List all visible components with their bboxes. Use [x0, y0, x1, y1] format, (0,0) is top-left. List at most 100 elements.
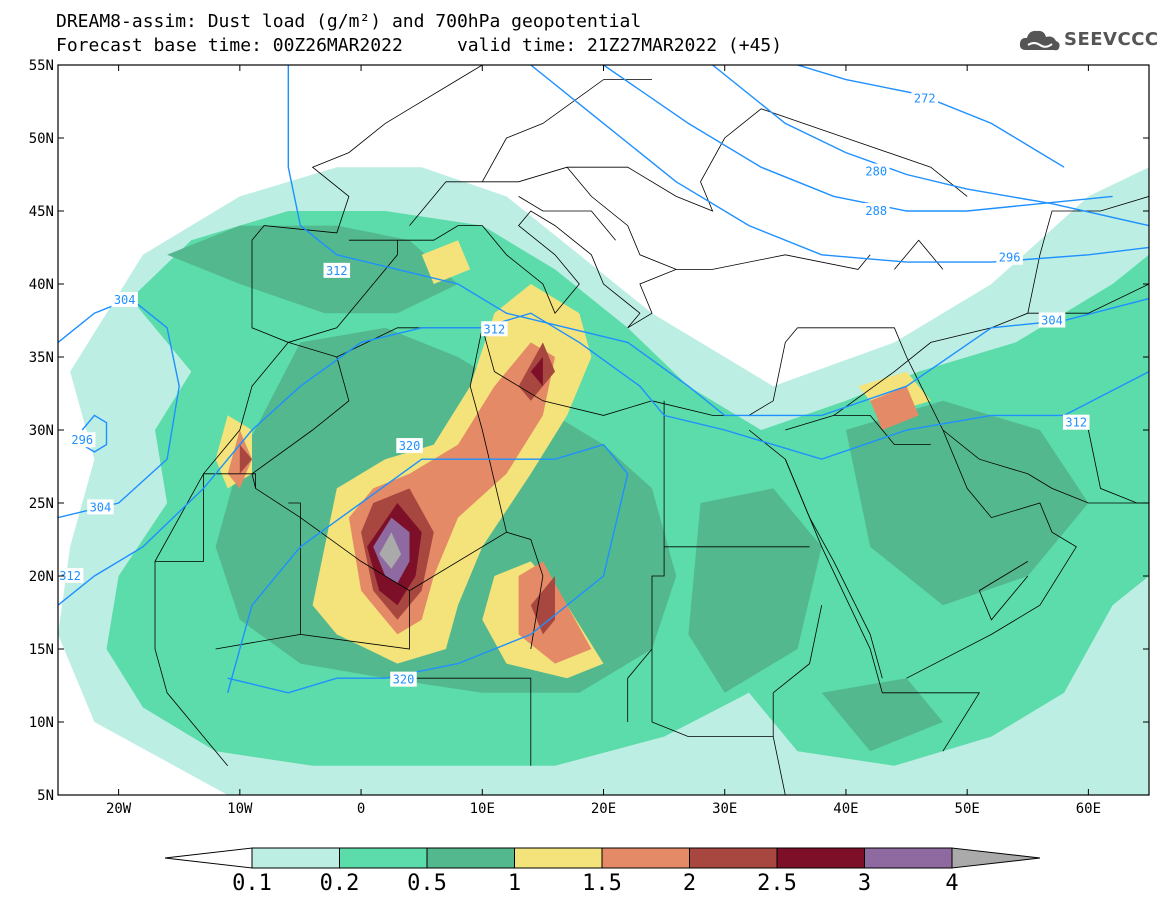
colorbar-box [776, 847, 865, 869]
contour-value: 304 [90, 500, 112, 514]
country-border [300, 590, 410, 650]
country-border [481, 79, 652, 182]
contour-value: 304 [1041, 314, 1063, 328]
logo-text: SEEVCCC [1064, 29, 1159, 50]
contour-label: 288 [863, 203, 890, 218]
geopotential-contour-labels: 272 280 288 296 304 312 312 312 304 296 304 312 320 3… [58, 90, 1090, 687]
country-border [785, 415, 931, 445]
coastline [288, 327, 798, 416]
country-border [409, 108, 968, 226]
colorbar-label: 0.1 [232, 871, 272, 896]
country-border [566, 166, 677, 270]
colorbar-over-triangle [951, 847, 1041, 869]
colorbar-label: 4 [945, 871, 958, 896]
country-border [1088, 429, 1149, 504]
colorbar-label: 3 [858, 871, 871, 896]
contour-label: 320 [390, 671, 417, 687]
lat-label: 35N [29, 350, 54, 366]
colorbar-boxes [164, 847, 1041, 869]
country-border [215, 502, 301, 650]
dust-region [821, 678, 943, 752]
country-border [409, 677, 532, 766]
lat-label: 40N [29, 277, 54, 293]
colorbar-box [426, 847, 515, 869]
colorbar-under-triangle [164, 847, 253, 869]
country-border [251, 356, 544, 650]
geopotential-contour [227, 443, 629, 694]
contour-value: 288 [865, 204, 887, 218]
contour-label: 280 [863, 163, 890, 179]
lat-label: 45N [29, 204, 54, 220]
colorbar-labels: 0.1 0.2 0.5 1 1.5 2 2.5 3 4 [232, 871, 959, 896]
lat-label: 25N [29, 496, 54, 512]
lon-label: 10W [227, 801, 253, 817]
geopotential-contour [287, 65, 1149, 417]
seevccc-logo: SEEVCCC [1018, 26, 1158, 60]
lat-label: 5N [37, 788, 54, 804]
geopotential-contour [81, 414, 108, 453]
geopotential-contour [712, 65, 1149, 227]
lat-label: 10N [29, 715, 54, 731]
coastline [251, 210, 871, 343]
contour-value: 312 [326, 264, 348, 278]
coastline [251, 65, 483, 241]
dust-region [379, 532, 402, 569]
dust-region [421, 240, 471, 284]
lat-label: 55N [29, 58, 54, 74]
colorbar-box [601, 847, 690, 869]
contour-value: 312 [59, 569, 81, 583]
colorbar-label: 0.5 [407, 871, 447, 896]
contour-value: 272 [914, 92, 936, 106]
country-border [518, 196, 616, 241]
colorbar-label: 1 [508, 871, 521, 896]
country-border [155, 473, 256, 562]
contour-value: 304 [114, 293, 136, 307]
colorbar-box [689, 847, 778, 869]
cloud-icon [1019, 30, 1060, 51]
lon-label: 20E [591, 801, 616, 817]
coastline [942, 429, 1149, 504]
latitude-axis: 55N 50N 45N 40N 35N 30N 25N 20N 15N 10N 5N [29, 58, 1149, 804]
lon-label: 40E [833, 801, 858, 817]
colorbar-box [251, 847, 340, 869]
dust-region [530, 357, 543, 387]
contour-label: 272 [911, 90, 938, 106]
lon-label: 20W [106, 801, 132, 817]
colorbar-box [339, 847, 428, 869]
contour-label: 304 [111, 292, 138, 308]
contour-value: 296 [999, 251, 1021, 265]
contour-label: 296 [68, 432, 96, 448]
contour-label: 312 [481, 321, 508, 337]
geopotential-contour [797, 65, 1065, 168]
country-borders [154, 65, 1149, 795]
contour-label: 312 [323, 262, 351, 278]
coastline [906, 429, 1077, 679]
contour-value: 280 [865, 165, 887, 179]
dust-map: 272 280 288 296 304 312 312 312 304 296 304 312 320 3… [29, 58, 1150, 817]
country-border [978, 561, 1029, 621]
lon-label: 30E [712, 801, 737, 817]
contour-label: 312 [58, 568, 84, 583]
country-border [469, 327, 507, 533]
contour-value: 312 [1065, 416, 1087, 430]
map-title: DREAM8-assim: Dust load (g/m²) and 700hP… [56, 11, 642, 32]
lat-label: 30N [29, 423, 54, 439]
colorbar-box [514, 847, 603, 869]
geopotential-contours [58, 65, 1149, 694]
dust-region [688, 488, 822, 693]
colorbar-label: 0.2 [320, 871, 360, 896]
lat-label: 50N [29, 131, 54, 147]
contour-value: 320 [399, 439, 421, 453]
map-plot-area: 272 280 288 296 304 312 312 312 304 296 304 312 320 3… [58, 65, 1149, 795]
dust-region [845, 400, 1089, 606]
geopotential-contour [530, 65, 1149, 263]
lon-label: 60E [1076, 801, 1101, 817]
contour-value: 320 [393, 673, 415, 687]
contour-label: 304 [1038, 312, 1066, 328]
contour-label: 296 [996, 249, 1023, 265]
dust-colorbar: 0.1 0.2 0.5 1 1.5 2 2.5 3 4 [164, 847, 1041, 896]
colorbar-label: 2.5 [757, 871, 797, 896]
colorbar-label: 2 [683, 871, 696, 896]
contour-label: 320 [396, 438, 423, 454]
coastline [784, 459, 883, 679]
